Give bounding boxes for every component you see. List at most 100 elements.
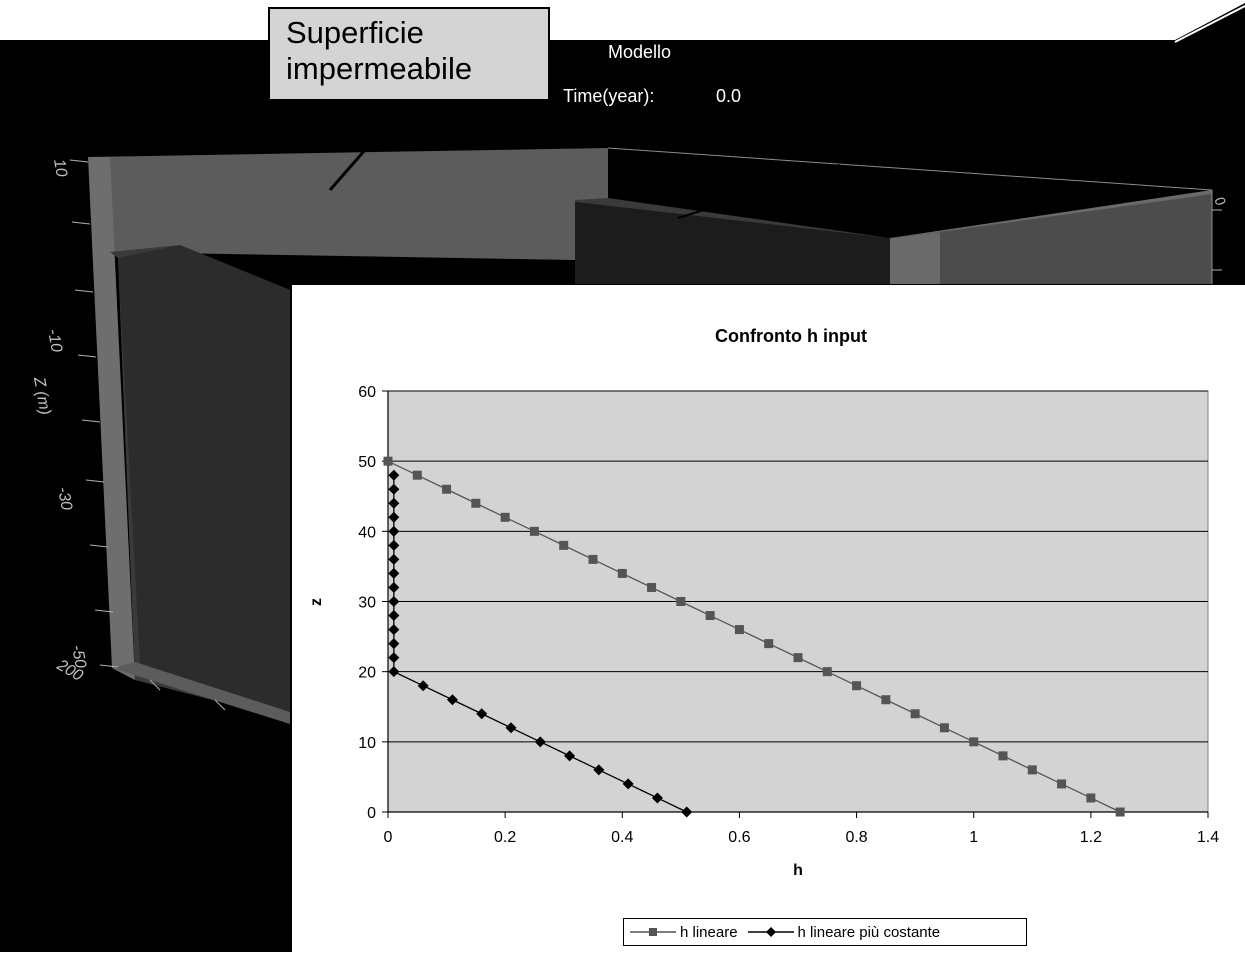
y-axis-label: z (308, 598, 325, 606)
data-point-square (647, 582, 657, 592)
data-point-square (529, 526, 539, 536)
chart-panel: Confronto h input 0 10 20 30 40 50 60 0 0.2 0.4 0.… (291, 284, 1245, 952)
x-tick-label: 1.4 (1197, 829, 1219, 846)
data-point-diamond (388, 596, 400, 607)
x-tick-label: 0.2 (494, 829, 516, 846)
data-point-diamond (593, 764, 605, 776)
grid-lines (388, 390, 1208, 743)
data-point-square (676, 597, 686, 606)
top-right-edge (607, 147, 1213, 191)
data-point-diamond (651, 792, 663, 804)
left-wall-edge (88, 157, 135, 680)
data-point-square (998, 751, 1008, 761)
data-point-diamond (388, 567, 400, 579)
y-tick-label: 10 (358, 735, 376, 752)
y-tick-label: 40 (358, 524, 376, 541)
data-point-square (383, 456, 393, 466)
data-point-diamond (388, 581, 400, 593)
data-point-square (969, 737, 979, 747)
axes: 0 10 20 30 40 50 60 0 0.2 0.4 0.6 0.8 1 1.2 1.4 (358, 384, 1219, 846)
y-tick-label: 0 (367, 805, 376, 822)
inner-block-side (575, 198, 890, 238)
right-wall-top (890, 190, 1212, 238)
legend-label-h-lineare-costante: h lineare più costante (797, 923, 941, 941)
data-point-square (1086, 793, 1096, 803)
series-line-1 (387, 460, 1121, 813)
data-point-diamond (534, 736, 546, 748)
right-wall (940, 190, 1212, 284)
data-point-square (734, 625, 744, 635)
series (383, 456, 1125, 818)
data-point-diamond (388, 553, 400, 565)
x-tick-label: 0.6 (728, 829, 750, 846)
corner-edge-line (1174, 5, 1245, 43)
x-tick-label: 1 (969, 829, 978, 846)
data-point-square (764, 639, 774, 649)
left-wall-base (112, 662, 290, 724)
data-point-diamond (622, 778, 634, 790)
data-point-diamond (388, 638, 400, 650)
data-point-square (588, 554, 598, 564)
inner-block (575, 202, 890, 284)
data-point-diamond (388, 525, 400, 537)
model-z-axis-label: Z (m) (30, 375, 54, 417)
time-value: 0.0 (716, 86, 742, 106)
model-z-axis (69, 159, 1222, 711)
data-point-square (559, 540, 569, 550)
data-point-diamond (388, 666, 400, 678)
callout-pointer-2 (677, 204, 721, 219)
right-wall-front (890, 232, 940, 284)
callout-pointer-1 (328, 149, 367, 191)
data-point-diamond (564, 750, 576, 762)
back-wall (88, 148, 608, 260)
y-tick-label: 60 (358, 384, 376, 401)
data-point-square (881, 695, 891, 705)
chart-svg: Confronto h input 0 10 20 30 40 50 60 0 0.2 0.4 0.… (308, 326, 1219, 879)
data-point-square (822, 667, 832, 677)
data-point-diamond (388, 610, 400, 622)
data-point-square (412, 470, 422, 480)
data-point-diamond (388, 469, 400, 481)
data-point-square (852, 681, 862, 691)
data-point-square (1027, 765, 1037, 775)
data-point-square (500, 512, 510, 522)
data-point-square (471, 498, 481, 508)
data-point-square (1057, 779, 1067, 789)
data-point-diamond (388, 483, 400, 495)
x-axis-label: h (793, 862, 803, 879)
data-point-diamond (388, 652, 400, 664)
data-point-diamond (388, 539, 400, 551)
data-point-diamond (388, 624, 400, 636)
model-tick-neg10: -10 (44, 328, 65, 354)
x-tick-label: 1.2 (1080, 829, 1102, 846)
y-tick-label: 30 (358, 595, 376, 612)
legend-item-h-lineare: h lineare (630, 924, 738, 941)
data-point-square (617, 568, 627, 578)
data-point-diamond (476, 708, 488, 720)
legend-marker-square (630, 928, 676, 936)
impermeable-surface-callout: Superficie impermeabile (268, 7, 550, 101)
legend-marker-diamond (747, 927, 794, 937)
data-point-square (939, 723, 949, 733)
data-point-square (793, 653, 803, 663)
chart-title: Confronto h input (715, 326, 867, 346)
data-point-diamond (388, 497, 400, 509)
callout-pointer-3 (819, 164, 841, 169)
legend-item-h-lineare-costante: h lineare più costante (747, 923, 941, 941)
data-point-diamond (446, 694, 458, 706)
y-tick-label: 20 (358, 665, 376, 682)
data-point-diamond (388, 511, 400, 523)
chart-legend: h lineare h lineare più costante (623, 918, 1027, 946)
model-title: Modello (608, 42, 672, 62)
data-point-diamond (505, 722, 517, 734)
model-tick-10: 10 (50, 158, 70, 179)
legend-label-h-lineare: h lineare (680, 923, 738, 941)
data-point-square (442, 484, 452, 494)
y-tick-label: 50 (358, 454, 376, 471)
x-tick-label: 0.8 (845, 829, 867, 846)
data-point-diamond (681, 806, 693, 818)
time-label: Time(year): (563, 86, 655, 106)
data-point-square (910, 709, 920, 719)
callout-line-2: impermeabile (286, 51, 473, 86)
